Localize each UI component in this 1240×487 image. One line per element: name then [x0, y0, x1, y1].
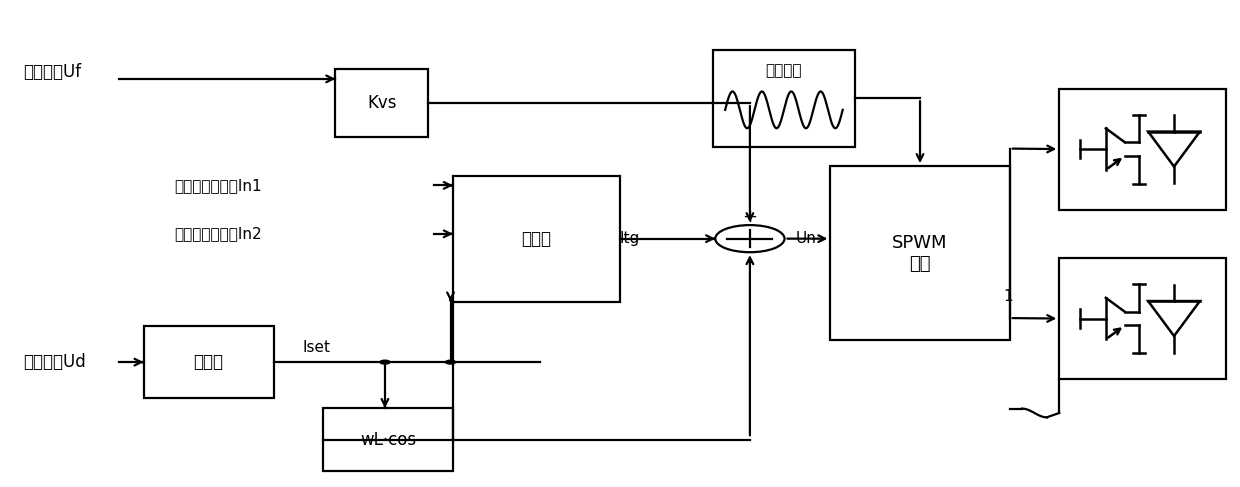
Text: 电流环: 电流环	[522, 230, 552, 248]
Bar	[1059, 258, 1226, 379]
Circle shape	[379, 360, 389, 364]
Text: SPWM
调制: SPWM 调制	[893, 234, 947, 273]
Text: Un: Un	[796, 231, 817, 246]
Text: -: -	[701, 229, 708, 249]
Text: 电压环: 电压环	[193, 353, 223, 371]
Bar	[453, 176, 620, 301]
Text: 1: 1	[1003, 289, 1013, 304]
Text: -: -	[746, 252, 754, 272]
Text: wL·cos: wL·cos	[360, 431, 417, 449]
Text: 四象限输入电流In2: 四象限输入电流In2	[175, 226, 262, 242]
Text: 直流电压Ud: 直流电压Ud	[24, 353, 87, 371]
Circle shape	[445, 360, 455, 364]
Bar	[831, 166, 1009, 340]
Bar	[1059, 89, 1226, 209]
Text: 电网电压Uf: 电网电压Uf	[24, 63, 82, 81]
Text: 四象限输入电流In1: 四象限输入电流In1	[175, 178, 262, 193]
Text: Kvs: Kvs	[367, 94, 397, 112]
Text: 载波移相: 载波移相	[765, 63, 802, 78]
Bar	[713, 50, 856, 147]
Bar	[324, 408, 453, 471]
Text: Itg: Itg	[620, 231, 640, 246]
Bar	[144, 326, 274, 398]
Text: Iset: Iset	[303, 340, 330, 355]
Bar	[336, 69, 428, 137]
Text: +: +	[743, 208, 758, 226]
